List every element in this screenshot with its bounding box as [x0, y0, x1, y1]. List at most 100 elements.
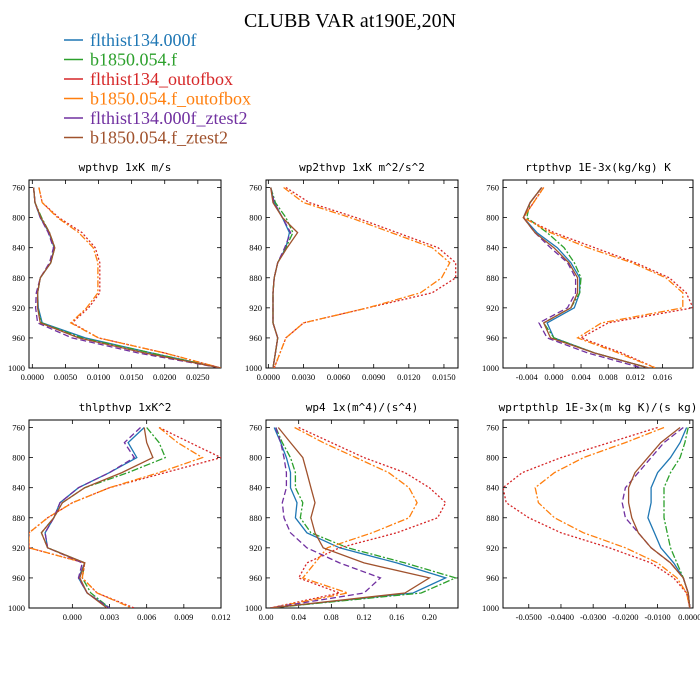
x-tick-label: 0.00 — [259, 612, 274, 622]
y-tick-label: 840 — [486, 243, 499, 253]
series-line — [44, 427, 141, 608]
y-tick-label: 840 — [249, 483, 262, 493]
legend-label: flthist134.000f — [90, 30, 197, 50]
series-line — [663, 427, 691, 608]
series-line — [534, 426, 691, 608]
x-tick-label: 0.016 — [653, 372, 672, 382]
y-tick-label: 960 — [486, 573, 499, 583]
y-tick-label: 1000 — [8, 603, 25, 613]
y-tick-label: 800 — [486, 453, 499, 463]
series-line — [269, 426, 447, 608]
x-tick-label: 0.0000 — [678, 612, 700, 622]
legend-label: b1850.054.f_outofbox — [90, 89, 251, 109]
y-tick-label: 1000 — [245, 603, 262, 613]
y-tick-label: 920 — [486, 303, 499, 313]
x-tick-label: 0.003 — [100, 612, 119, 622]
panel: wp4 1x(m^4)/(s^4)76080084088092096010000… — [245, 401, 459, 622]
series-group — [503, 426, 691, 608]
y-tick-label: 800 — [12, 213, 25, 223]
series-line — [40, 427, 167, 608]
x-tick-label: 0.0060 — [327, 372, 350, 382]
series-group — [29, 426, 221, 608]
x-tick-label: 0.000 — [63, 612, 82, 622]
x-tick-label: -0.0100 — [644, 612, 670, 622]
y-tick-label: 880 — [249, 513, 262, 523]
x-tick-label: 0.0000 — [21, 372, 44, 382]
plot-frame — [502, 179, 694, 369]
y-tick-label: 960 — [249, 333, 262, 343]
panel: wpthvp 1xK m/s76080084088092096010000.00… — [8, 161, 222, 382]
plot-frame — [28, 179, 222, 369]
x-tick-label: 0.0200 — [153, 372, 176, 382]
x-tick-label: 0.006 — [137, 612, 156, 622]
x-tick-label: 0.08 — [324, 612, 339, 622]
y-tick-label: 760 — [12, 183, 25, 193]
x-tick-label: 0.0000 — [257, 372, 280, 382]
series-line — [29, 426, 221, 608]
series-line — [32, 187, 221, 368]
x-tick-label: -0.0200 — [612, 612, 638, 622]
x-tick-label: 0.012 — [626, 372, 645, 382]
x-tick-label: 0.04 — [291, 612, 307, 622]
y-tick-label: 840 — [12, 483, 25, 493]
series-line — [273, 186, 451, 368]
series-line — [503, 426, 691, 608]
y-tick-label: 920 — [486, 543, 499, 553]
x-tick-label: 0.0030 — [292, 372, 315, 382]
panel-title: thlpthvp 1xK^2 — [79, 401, 172, 414]
series-line — [269, 427, 382, 608]
series-line — [522, 187, 693, 368]
x-tick-label: -0.0400 — [548, 612, 574, 622]
panels: wpthvp 1xK m/s76080084088092096010000.00… — [8, 161, 700, 622]
plot-frame — [28, 419, 222, 609]
series-line — [627, 426, 691, 608]
y-tick-label: 800 — [249, 213, 262, 223]
y-tick-label: 760 — [486, 423, 499, 433]
series-line — [522, 187, 643, 368]
y-tick-label: 800 — [486, 213, 499, 223]
x-tick-label: -0.0300 — [580, 612, 606, 622]
series-line — [526, 187, 650, 368]
x-tick-label: 0.0150 — [432, 372, 455, 382]
y-tick-label: 920 — [12, 303, 25, 313]
x-tick-label: 0.0090 — [362, 372, 385, 382]
y-tick-label: 960 — [12, 333, 25, 343]
x-tick-label: 0.000 — [544, 372, 563, 382]
series-group — [270, 186, 457, 368]
series-line — [44, 427, 145, 608]
y-tick-label: 1000 — [245, 363, 262, 373]
y-tick-label: 880 — [486, 273, 499, 283]
series-line — [32, 187, 221, 368]
series-line — [270, 427, 448, 608]
series-line — [273, 186, 457, 368]
plot-frame — [502, 419, 694, 609]
series-line — [29, 426, 204, 608]
panel-title: rtpthvp 1E-3x(kg/kg) K — [525, 161, 671, 174]
x-tick-label: -0.0500 — [516, 612, 542, 622]
x-tick-label: -0.004 — [516, 372, 539, 382]
y-tick-label: 880 — [12, 273, 25, 283]
panel-title: wp4 1x(m^4)/(s^4) — [306, 401, 419, 414]
series-line — [522, 187, 650, 368]
series-line — [270, 427, 458, 608]
series-line — [270, 427, 432, 608]
y-tick-label: 800 — [12, 453, 25, 463]
panel: wp2thvp 1xK m^2/s^2 760 800 840 880 920 960 100… — [245, 161, 459, 382]
x-tick-label: 0.0050 — [54, 372, 77, 382]
legend-label: b1850.054.f — [90, 50, 177, 70]
y-tick-label: 920 — [249, 303, 262, 313]
series-line — [38, 187, 221, 368]
y-tick-label: 960 — [12, 573, 25, 583]
series-line — [522, 187, 684, 368]
y-tick-label: 880 — [486, 513, 499, 523]
y-tick-label: 920 — [12, 543, 25, 553]
x-tick-label: 0.20 — [422, 612, 437, 622]
series-group — [32, 187, 221, 368]
plot-frame — [265, 179, 459, 369]
y-tick-label: 760 — [249, 423, 262, 433]
series-line — [269, 426, 418, 608]
y-tick-label: 960 — [249, 573, 262, 583]
y-tick-label: 760 — [249, 183, 262, 193]
panel-title: wpthvp 1xK m/s — [79, 161, 172, 174]
y-tick-label: 840 — [12, 243, 25, 253]
